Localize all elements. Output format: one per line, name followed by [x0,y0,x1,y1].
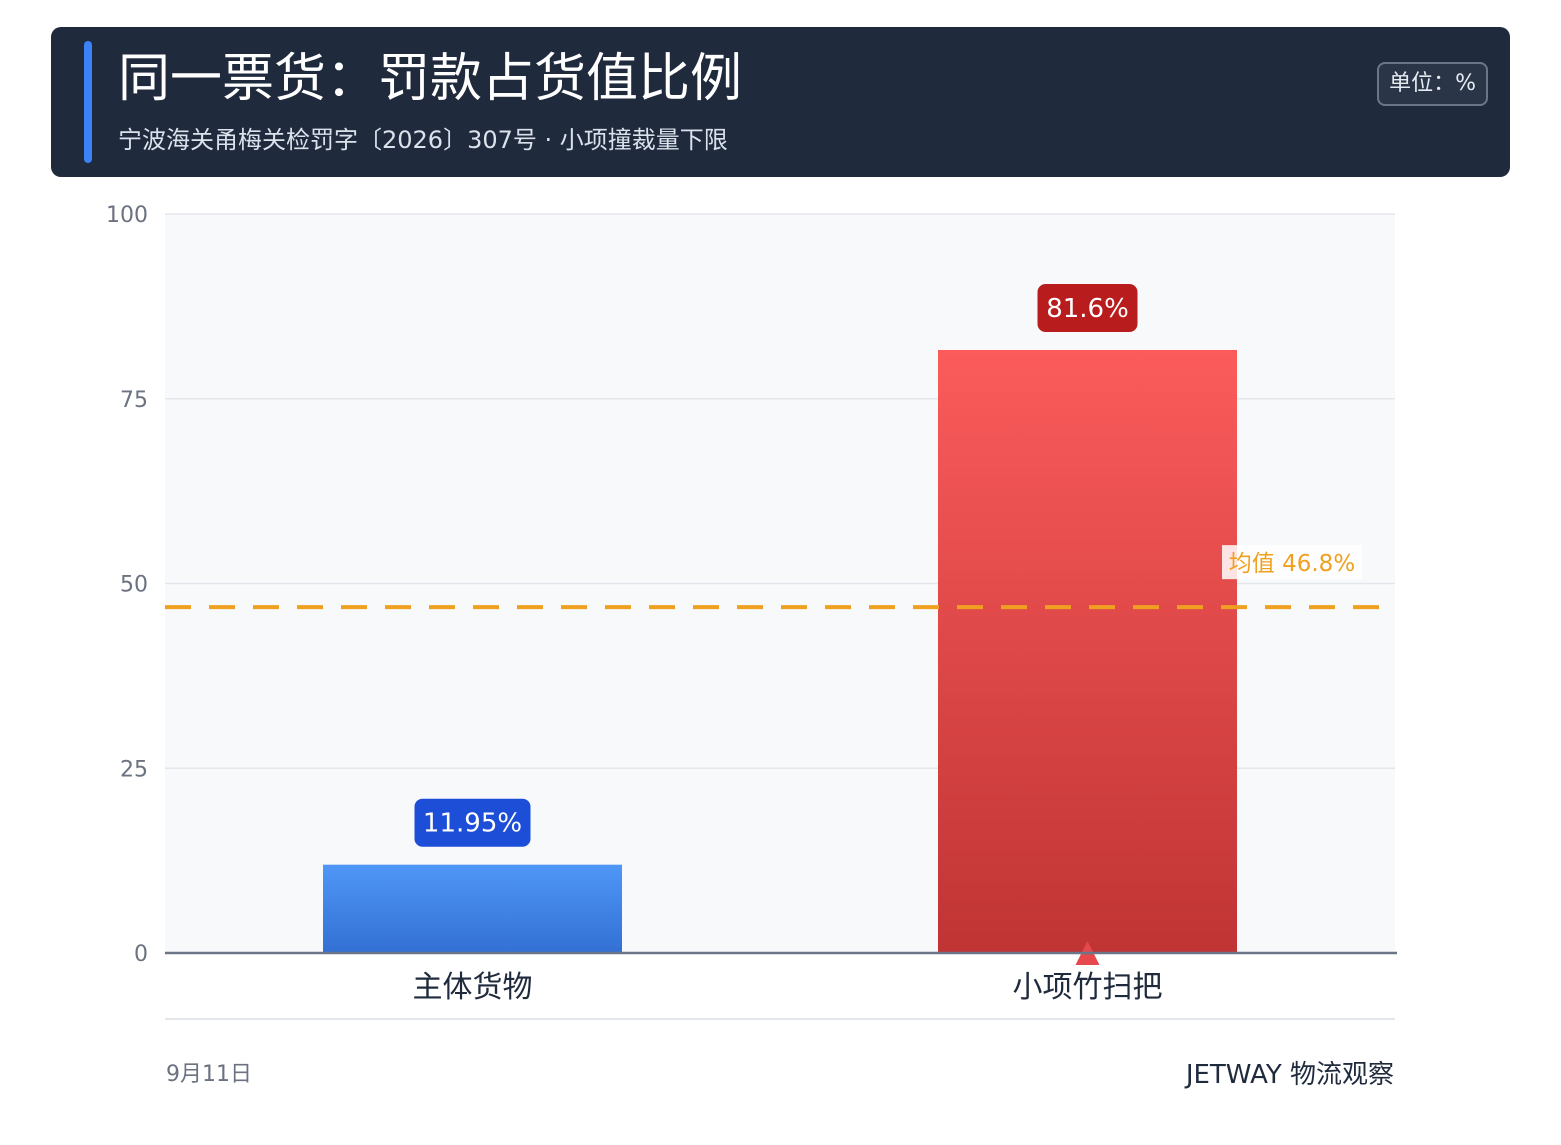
chart-header: 同一票货：罚款占货值比例 宁波海关甬梅关检罚字〔2026〕307号 · 小项撞裁… [51,27,1510,177]
x-category-label: 主体货物 [413,970,533,1005]
mean-label: 均值 46.8% [1229,551,1355,577]
y-tick-label: 50 [120,573,148,598]
bar-1 [323,864,622,953]
unit-badge: 单位：% [1377,62,1488,106]
chart-subtitle: 宁波海关甬梅关检罚字〔2026〕307号 · 小项撞裁量下限 [118,126,728,154]
y-tick-label: 100 [106,203,148,228]
value-label: 11.95% [423,809,522,839]
value-label: 81.6% [1046,294,1129,324]
chart-title: 同一票货：罚款占货值比例 [118,49,743,109]
mean-label-background [1222,545,1362,580]
y-tick-label: 25 [120,757,148,782]
footer-date: 9月11日 [166,1062,252,1087]
bar-2 [938,349,1237,953]
y-tick-label: 0 [134,942,148,967]
value-label-badge [1037,283,1138,332]
y-tick-label: 75 [120,388,148,413]
header-accent-bar [84,41,92,163]
value-label-badge [414,798,531,847]
x-category-label: 小项竹扫把 [1013,970,1163,1005]
footer-brand: JETWAY 物流观察 [1185,1060,1394,1090]
